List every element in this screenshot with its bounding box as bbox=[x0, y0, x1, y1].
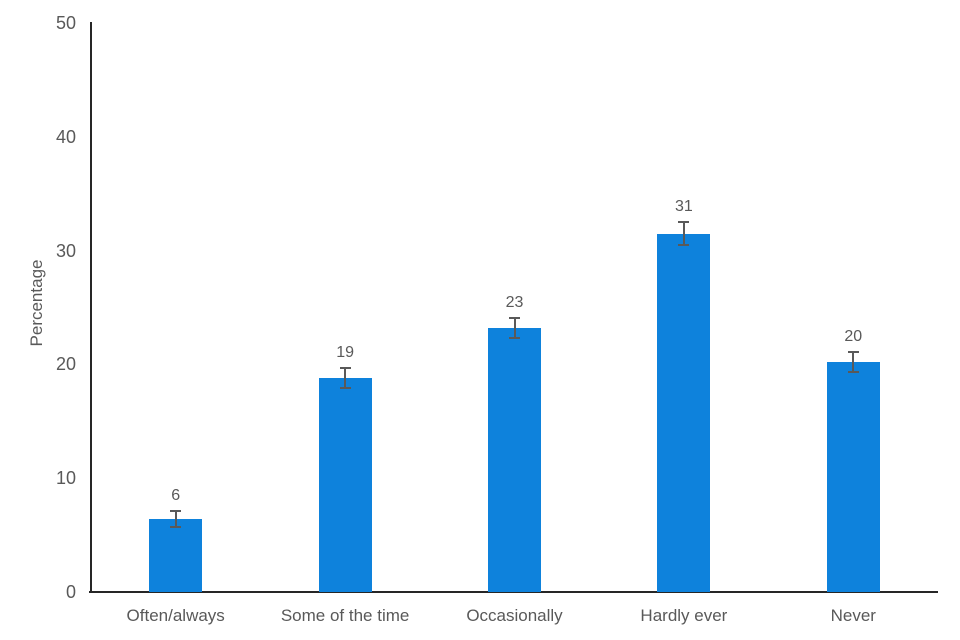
x-category-label-some-of-the-time: Some of the time bbox=[280, 606, 410, 625]
data-label-hardly-ever: 31 bbox=[674, 198, 693, 216]
error-bar-occasionally bbox=[513, 317, 516, 339]
x-category-label-occasionally: Occasionally bbox=[466, 606, 563, 625]
y-tick-label-10: 10 bbox=[55, 468, 76, 489]
x-axis-line bbox=[89, 591, 938, 593]
error-cap-top-never bbox=[847, 350, 859, 353]
x-category-label-never: Never bbox=[830, 606, 876, 625]
bar-never bbox=[826, 362, 880, 592]
error-bar-never bbox=[852, 351, 855, 373]
error-bar-hardly-ever bbox=[682, 222, 685, 245]
y-tick-label-50: 50 bbox=[55, 13, 76, 33]
y-tick-label-20: 20 bbox=[55, 354, 76, 375]
bar-some-of-the-time bbox=[318, 378, 372, 592]
error-cap-top-occasionally bbox=[509, 316, 520, 319]
bar-occasionally bbox=[488, 327, 541, 592]
error-cap-top-often-always bbox=[170, 510, 182, 513]
error-cap-bottom-often-always bbox=[170, 526, 182, 529]
y-tick-label-30: 30 bbox=[55, 240, 76, 261]
error-cap-bottom-occasionally bbox=[509, 337, 520, 340]
data-label-never: 20 bbox=[844, 327, 863, 345]
data-label-often-always: 6 bbox=[171, 487, 181, 505]
bar-often-always bbox=[149, 519, 203, 592]
data-label-some-of-the-time: 19 bbox=[336, 343, 354, 361]
x-category-label-hardly-ever: Hardly ever bbox=[640, 606, 728, 625]
error-cap-top-hardly-ever bbox=[678, 221, 690, 224]
y-axis-title: Percentage bbox=[27, 259, 46, 347]
error-cap-bottom-never bbox=[847, 371, 859, 374]
y-tick-label-40: 40 bbox=[55, 126, 76, 147]
error-cap-top-some-of-the-time bbox=[339, 366, 351, 369]
y-axis-line bbox=[90, 22, 92, 593]
error-cap-bottom-hardly-ever bbox=[678, 243, 690, 246]
error-cap-bottom-some-of-the-time bbox=[339, 387, 351, 390]
error-bar-some-of-the-time bbox=[344, 367, 347, 389]
bar-hardly-ever bbox=[657, 233, 711, 592]
error-bar-often-always bbox=[174, 511, 177, 528]
x-category-label-often-always: Often/always bbox=[126, 606, 225, 625]
y-tick-label-0: 0 bbox=[65, 582, 76, 602]
data-label-occasionally: 23 bbox=[505, 293, 524, 311]
